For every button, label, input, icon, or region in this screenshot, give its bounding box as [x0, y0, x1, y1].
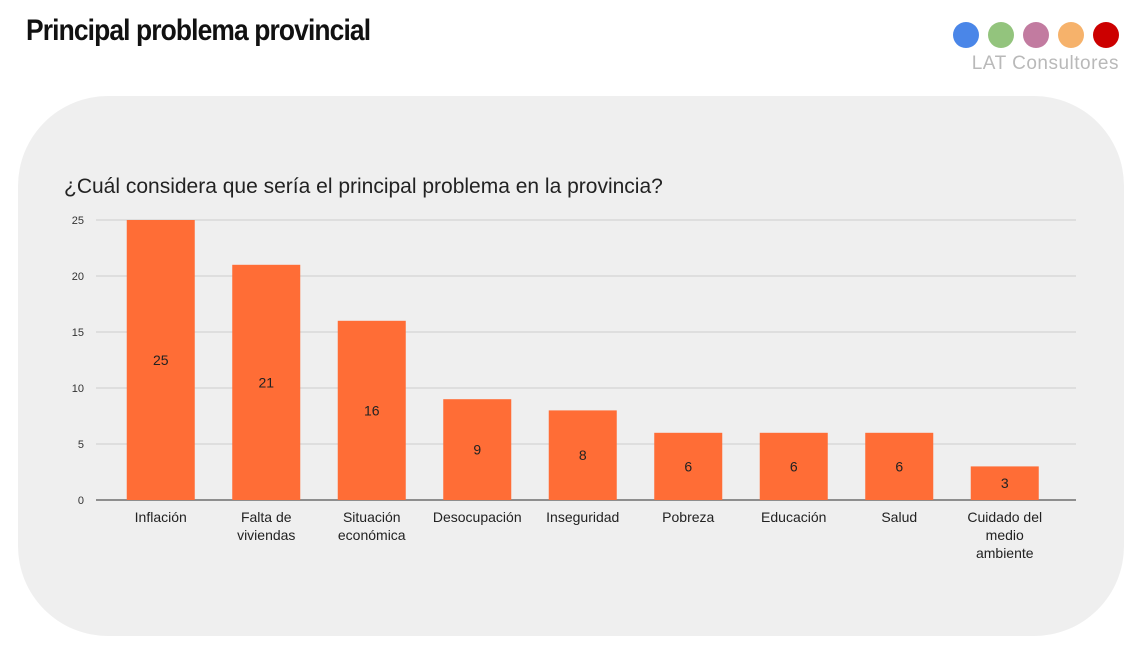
bar [548, 410, 617, 500]
brand-dot-blue [953, 22, 979, 48]
brand-dot-purple [1023, 22, 1049, 48]
category-label: Cuidado del medio ambiente [967, 509, 1042, 561]
bar-value-label: 9 [473, 442, 481, 458]
category-label: Situación económica [338, 509, 406, 543]
category-label-line: Falta de [241, 509, 292, 525]
category-label-line: Cuidado del [967, 509, 1042, 525]
chart-title: ¿Cuál considera que sería el principal p… [64, 175, 663, 198]
category-label-line: Situación [343, 509, 401, 525]
chart-panel [18, 96, 1124, 636]
category-label: Salud [881, 509, 917, 525]
y-tick-label: 10 [72, 383, 84, 395]
brand-logo: LAT Consultores [939, 20, 1119, 80]
bar-value-label: 16 [364, 402, 380, 418]
y-tick-label: 25 [72, 215, 84, 227]
category-label-line: Inseguridad [546, 509, 619, 525]
bar-value-label: 6 [684, 458, 692, 474]
brand-dot-green [988, 22, 1014, 48]
bar [865, 432, 934, 500]
brand-dot-orange [1058, 22, 1084, 48]
category-label: Pobreza [662, 509, 714, 525]
category-label: Educación [761, 509, 826, 525]
y-tick-label: 5 [78, 439, 84, 451]
category-label-line: medio [986, 527, 1024, 543]
bar-value-label: 25 [153, 352, 169, 368]
category-label-line: Salud [881, 509, 917, 525]
category-label-line: Inflación [135, 509, 187, 525]
category-label: Desocupación [433, 509, 522, 525]
bar [970, 466, 1039, 500]
data-labels: 25 21 16 9 8 6 6 6 3 [153, 352, 1009, 491]
bar [337, 320, 406, 500]
category-label-line: Desocupación [433, 509, 522, 525]
category-label: Inflación [135, 509, 187, 525]
x-axis-categories: Inflación Falta de viviendas Situación econó… [135, 509, 1042, 561]
bar [232, 264, 301, 500]
brand-dots [953, 22, 1119, 48]
category-label-line: económica [338, 527, 406, 543]
category-label-line: ambiente [976, 545, 1034, 561]
bar [443, 399, 512, 500]
y-axis-ticks: 0 5 10 15 20 25 [72, 215, 84, 507]
category-label-line: viviendas [237, 527, 295, 543]
brand-name: LAT Consultores [971, 53, 1119, 74]
bar-value-label: 6 [895, 458, 903, 474]
y-tick-label: 0 [78, 495, 84, 507]
y-tick-label: 20 [72, 271, 84, 283]
category-label-line: Pobreza [662, 509, 714, 525]
category-label: Falta de viviendas [237, 509, 295, 543]
category-label-line: Educación [761, 509, 826, 525]
bar [126, 220, 195, 500]
page-title: Principal problema provincial [26, 14, 371, 47]
bar-value-label: 21 [258, 374, 274, 390]
bar-value-label: 8 [579, 447, 587, 463]
bars [126, 220, 1039, 500]
bar [654, 432, 723, 500]
bar [759, 432, 828, 500]
bar-value-label: 3 [1001, 475, 1009, 491]
category-label: Inseguridad [546, 509, 619, 525]
y-tick-label: 15 [72, 327, 84, 339]
brand-dot-red [1093, 22, 1119, 48]
bar-value-label: 6 [790, 458, 798, 474]
